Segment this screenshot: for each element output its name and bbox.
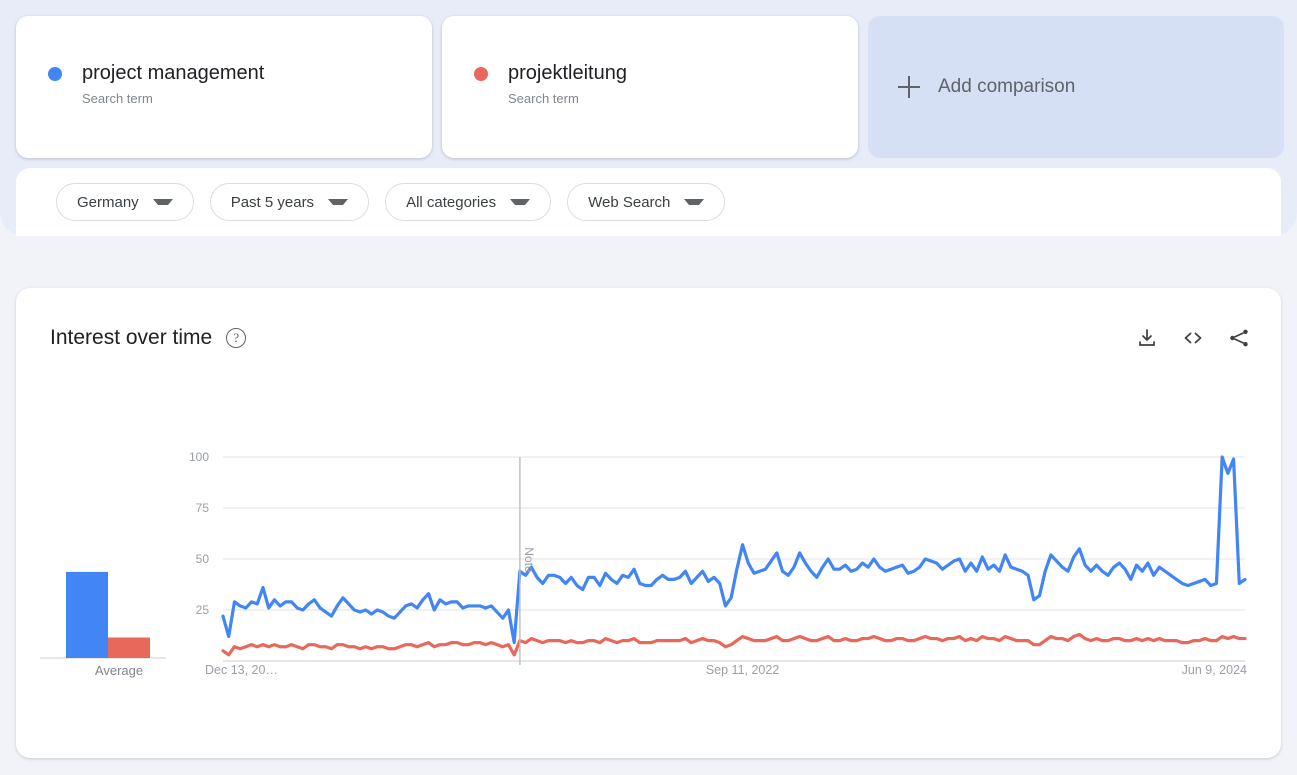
plus-icon [898,76,920,98]
average-bar-2 [108,637,150,658]
y-axis-tick-label: 50 [196,552,210,566]
x-axis-tick-label: Jun 9, 2024 [1182,663,1247,677]
download-icon[interactable] [1135,326,1159,350]
annotation-label: Note [522,547,536,573]
help-icon[interactable]: ? [226,328,247,348]
chevron-down-icon-location [152,199,173,205]
search-terms-band: project management Search term projektle… [0,0,1297,236]
filter-search-type-label: Web Search [588,193,671,211]
add-comparison-button[interactable]: Add comparison [868,16,1284,158]
y-axis-tick-label: 25 [196,603,210,617]
interest-over-time-chart[interactable]: 25 50 75 100 Note Dec 13, 20… Sep 11, 2022 Jun … [16,288,1281,758]
search-term-card-1[interactable]: project management Search term [16,16,432,158]
average-bar-1 [66,571,108,658]
search-term-subtitle-2: Search term [508,91,579,106]
y-axis-tick-label: 75 [196,501,210,515]
chevron-down-icon-category [510,199,531,205]
search-term-card-2[interactable]: projektleitung Search term [442,16,858,158]
interest-over-time-panel: Interest over time ? 25 50 75 100 Note Dec 13… [16,288,1281,758]
filter-location-label: Germany [77,193,139,211]
search-term-subtitle-1: Search term [82,91,153,106]
page-title: Interest over time [50,326,213,349]
average-axis-label: Average [94,663,144,678]
embed-code-icon[interactable] [1181,326,1205,350]
chevron-down-icon-time [328,199,349,205]
y-axis-tick-label: 100 [189,450,209,464]
share-icon[interactable] [1227,326,1251,350]
x-axis-tick-label: Dec 13, 20… [205,663,278,677]
search-terms-row: project management Search term projektle… [16,16,1284,158]
add-comparison-label: Add comparison [938,76,1076,97]
filter-category[interactable]: All categories [385,183,552,221]
legend-dot-icon-2 [474,67,488,81]
panel-header: Interest over time ? [50,320,1251,356]
chart-area: 25 50 75 100 Note Dec 13, 20… Sep 11, 2022 Jun … [16,288,1281,758]
series-line-1 [221,455,1247,645]
filter-search-type[interactable]: Web Search [567,183,726,221]
filter-time-range-label: Past 5 years [230,193,315,211]
filter-bar: Germany Past 5 years All categories Web … [16,168,1281,236]
chevron-down-icon-search-type [684,199,705,205]
filter-category-label: All categories [406,193,497,211]
search-term-title-2: projektleitung [508,62,627,84]
filter-location[interactable]: Germany [56,183,194,221]
filter-time-range[interactable]: Past 5 years [209,183,370,221]
series-line-2 [221,632,1247,657]
search-term-title-1: project management [82,62,265,84]
x-axis-tick-label: Sep 11, 2022 [706,663,779,677]
legend-dot-icon-1 [48,67,62,81]
